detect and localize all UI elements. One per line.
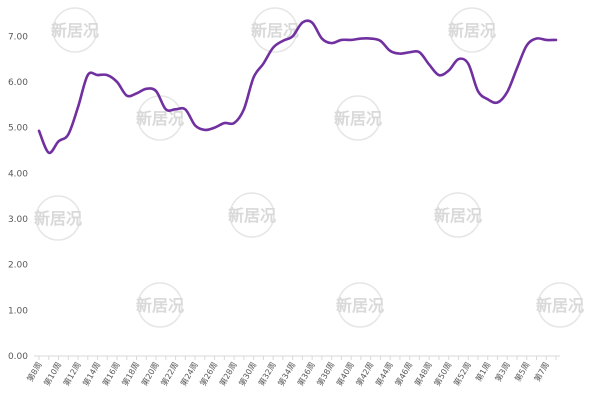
x-tick-label: 第34周 xyxy=(276,360,298,388)
watermark: 新居况 xyxy=(34,195,82,241)
x-tick-label: 第16周 xyxy=(100,360,122,388)
x-tick-label: 第32周 xyxy=(256,360,278,388)
x-tick-label: 第1周 xyxy=(473,360,492,383)
x-tick-label: 第10周 xyxy=(41,360,63,388)
x-tick-label: 第14周 xyxy=(81,360,103,388)
y-tick-label: 7.00 xyxy=(8,32,28,42)
x-tick-label: 第7周 xyxy=(532,360,551,383)
x-tick-label: 第22周 xyxy=(159,360,181,388)
x-tick-label: 第18周 xyxy=(120,360,142,388)
watermark: 新居况 xyxy=(228,192,276,238)
y-axis: 0.00 1.00 2.00 3.00 4.00 5.00 6.00 7.00 xyxy=(8,32,28,362)
svg-text:新居况: 新居况 xyxy=(136,109,184,128)
series-line xyxy=(37,19,558,155)
y-tick-label: 2.00 xyxy=(8,261,28,271)
svg-text:新居况: 新居况 xyxy=(251,21,299,40)
svg-text:新居况: 新居况 xyxy=(228,206,276,225)
x-tick-label: 第36周 xyxy=(295,360,317,388)
x-axis: 第8周第10周第12周第14周第16周第18周第20周第22周第24周第26周第… xyxy=(25,355,560,388)
svg-text:新居况: 新居况 xyxy=(136,296,184,315)
svg-text:新居况: 新居况 xyxy=(336,296,384,315)
x-tick-label: 第42周 xyxy=(354,360,376,388)
watermark: 新居况 xyxy=(434,192,482,238)
svg-text:新居况: 新居况 xyxy=(51,21,99,40)
x-tick-label: 第12周 xyxy=(61,360,83,388)
series-layer xyxy=(37,19,558,155)
svg-text:新居况: 新居况 xyxy=(434,206,482,225)
watermark: 新居况 xyxy=(51,7,99,53)
watermark: 新居况 xyxy=(136,95,184,141)
x-tick-label: 第3周 xyxy=(493,360,512,383)
x-tick-label: 第52周 xyxy=(451,360,473,388)
svg-text:新居况: 新居况 xyxy=(334,109,382,128)
x-tick-label: 第44周 xyxy=(373,360,395,388)
x-tick-label: 第8周 xyxy=(25,360,44,383)
x-tick-label: 第20周 xyxy=(139,360,161,388)
watermark: 新居况 xyxy=(334,95,382,141)
x-tick-label: 第26周 xyxy=(198,360,220,388)
watermark: 新居况 xyxy=(136,282,184,328)
y-tick-label: 1.00 xyxy=(8,306,28,316)
x-tick-label: 第5周 xyxy=(512,360,531,383)
watermark: 新居况 xyxy=(336,282,384,328)
watermark: 新居况 xyxy=(448,7,496,53)
svg-text:新居况: 新居况 xyxy=(448,21,496,40)
x-tick-label: 第46周 xyxy=(393,360,415,388)
y-tick-label: 3.00 xyxy=(8,215,28,225)
y-tick-label: 5.00 xyxy=(8,124,28,134)
watermark: 新居况 xyxy=(536,282,584,328)
x-tick-label: 第40周 xyxy=(334,360,356,388)
y-tick-label: 0.00 xyxy=(8,352,28,362)
x-tick-label: 第24周 xyxy=(178,360,200,388)
y-tick-label: 6.00 xyxy=(8,78,28,88)
svg-text:新居况: 新居况 xyxy=(34,209,82,228)
x-tick-label: 第50周 xyxy=(432,360,454,388)
x-tick-label: 第38周 xyxy=(315,360,337,388)
svg-text:新居况: 新居况 xyxy=(536,296,584,315)
x-tick-label: 第28周 xyxy=(217,360,239,388)
x-tick-label: 第30周 xyxy=(237,360,259,388)
y-tick-label: 4.00 xyxy=(8,169,28,179)
x-tick-label: 第48周 xyxy=(412,360,434,388)
